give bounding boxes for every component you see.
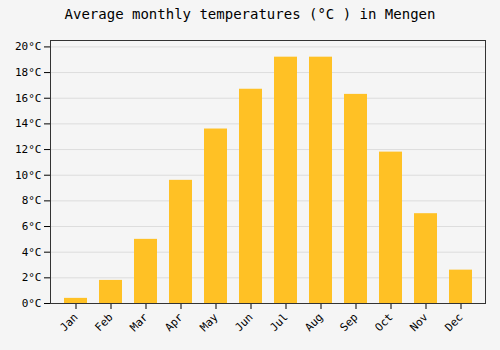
svg-text:4°C: 4°C <box>22 246 42 259</box>
svg-text:Jan: Jan <box>57 311 80 334</box>
svg-text:0°C: 0°C <box>22 297 42 310</box>
html-text:Average monthly temperatures (: Average monthly temperatures (°C ) in Me… <box>64 6 436 22</box>
svg-text:Apr: Apr <box>162 310 186 334</box>
svg-text:14°C: 14°C <box>15 117 42 130</box>
svg-text:May: May <box>197 310 221 334</box>
svg-text:Jul: Jul <box>267 311 290 334</box>
svg-text:Sep: Sep <box>337 311 360 334</box>
svg-text:Feb: Feb <box>92 311 115 334</box>
svg-text:12°C: 12°C <box>15 143 42 156</box>
svg-text:Jun: Jun <box>232 311 255 334</box>
svg-text:8°C: 8°C <box>22 194 42 207</box>
svg-text:2°C: 2°C <box>22 271 42 284</box>
svg-text:Nov: Nov <box>407 310 431 334</box>
svg-text:10°C: 10°C <box>15 169 42 182</box>
svg-text:Aug: Aug <box>302 311 325 334</box>
svg-text:20°C: 20°C <box>15 40 42 53</box>
svg-text:18°C: 18°C <box>15 66 42 79</box>
svg-text:Dec: Dec <box>442 311 465 334</box>
svg-text:Mar: Mar <box>127 310 151 334</box>
svg-text:Oct: Oct <box>372 311 395 334</box>
svg-text:16°C: 16°C <box>15 92 42 105</box>
svg-text:6°C: 6°C <box>22 220 42 233</box>
